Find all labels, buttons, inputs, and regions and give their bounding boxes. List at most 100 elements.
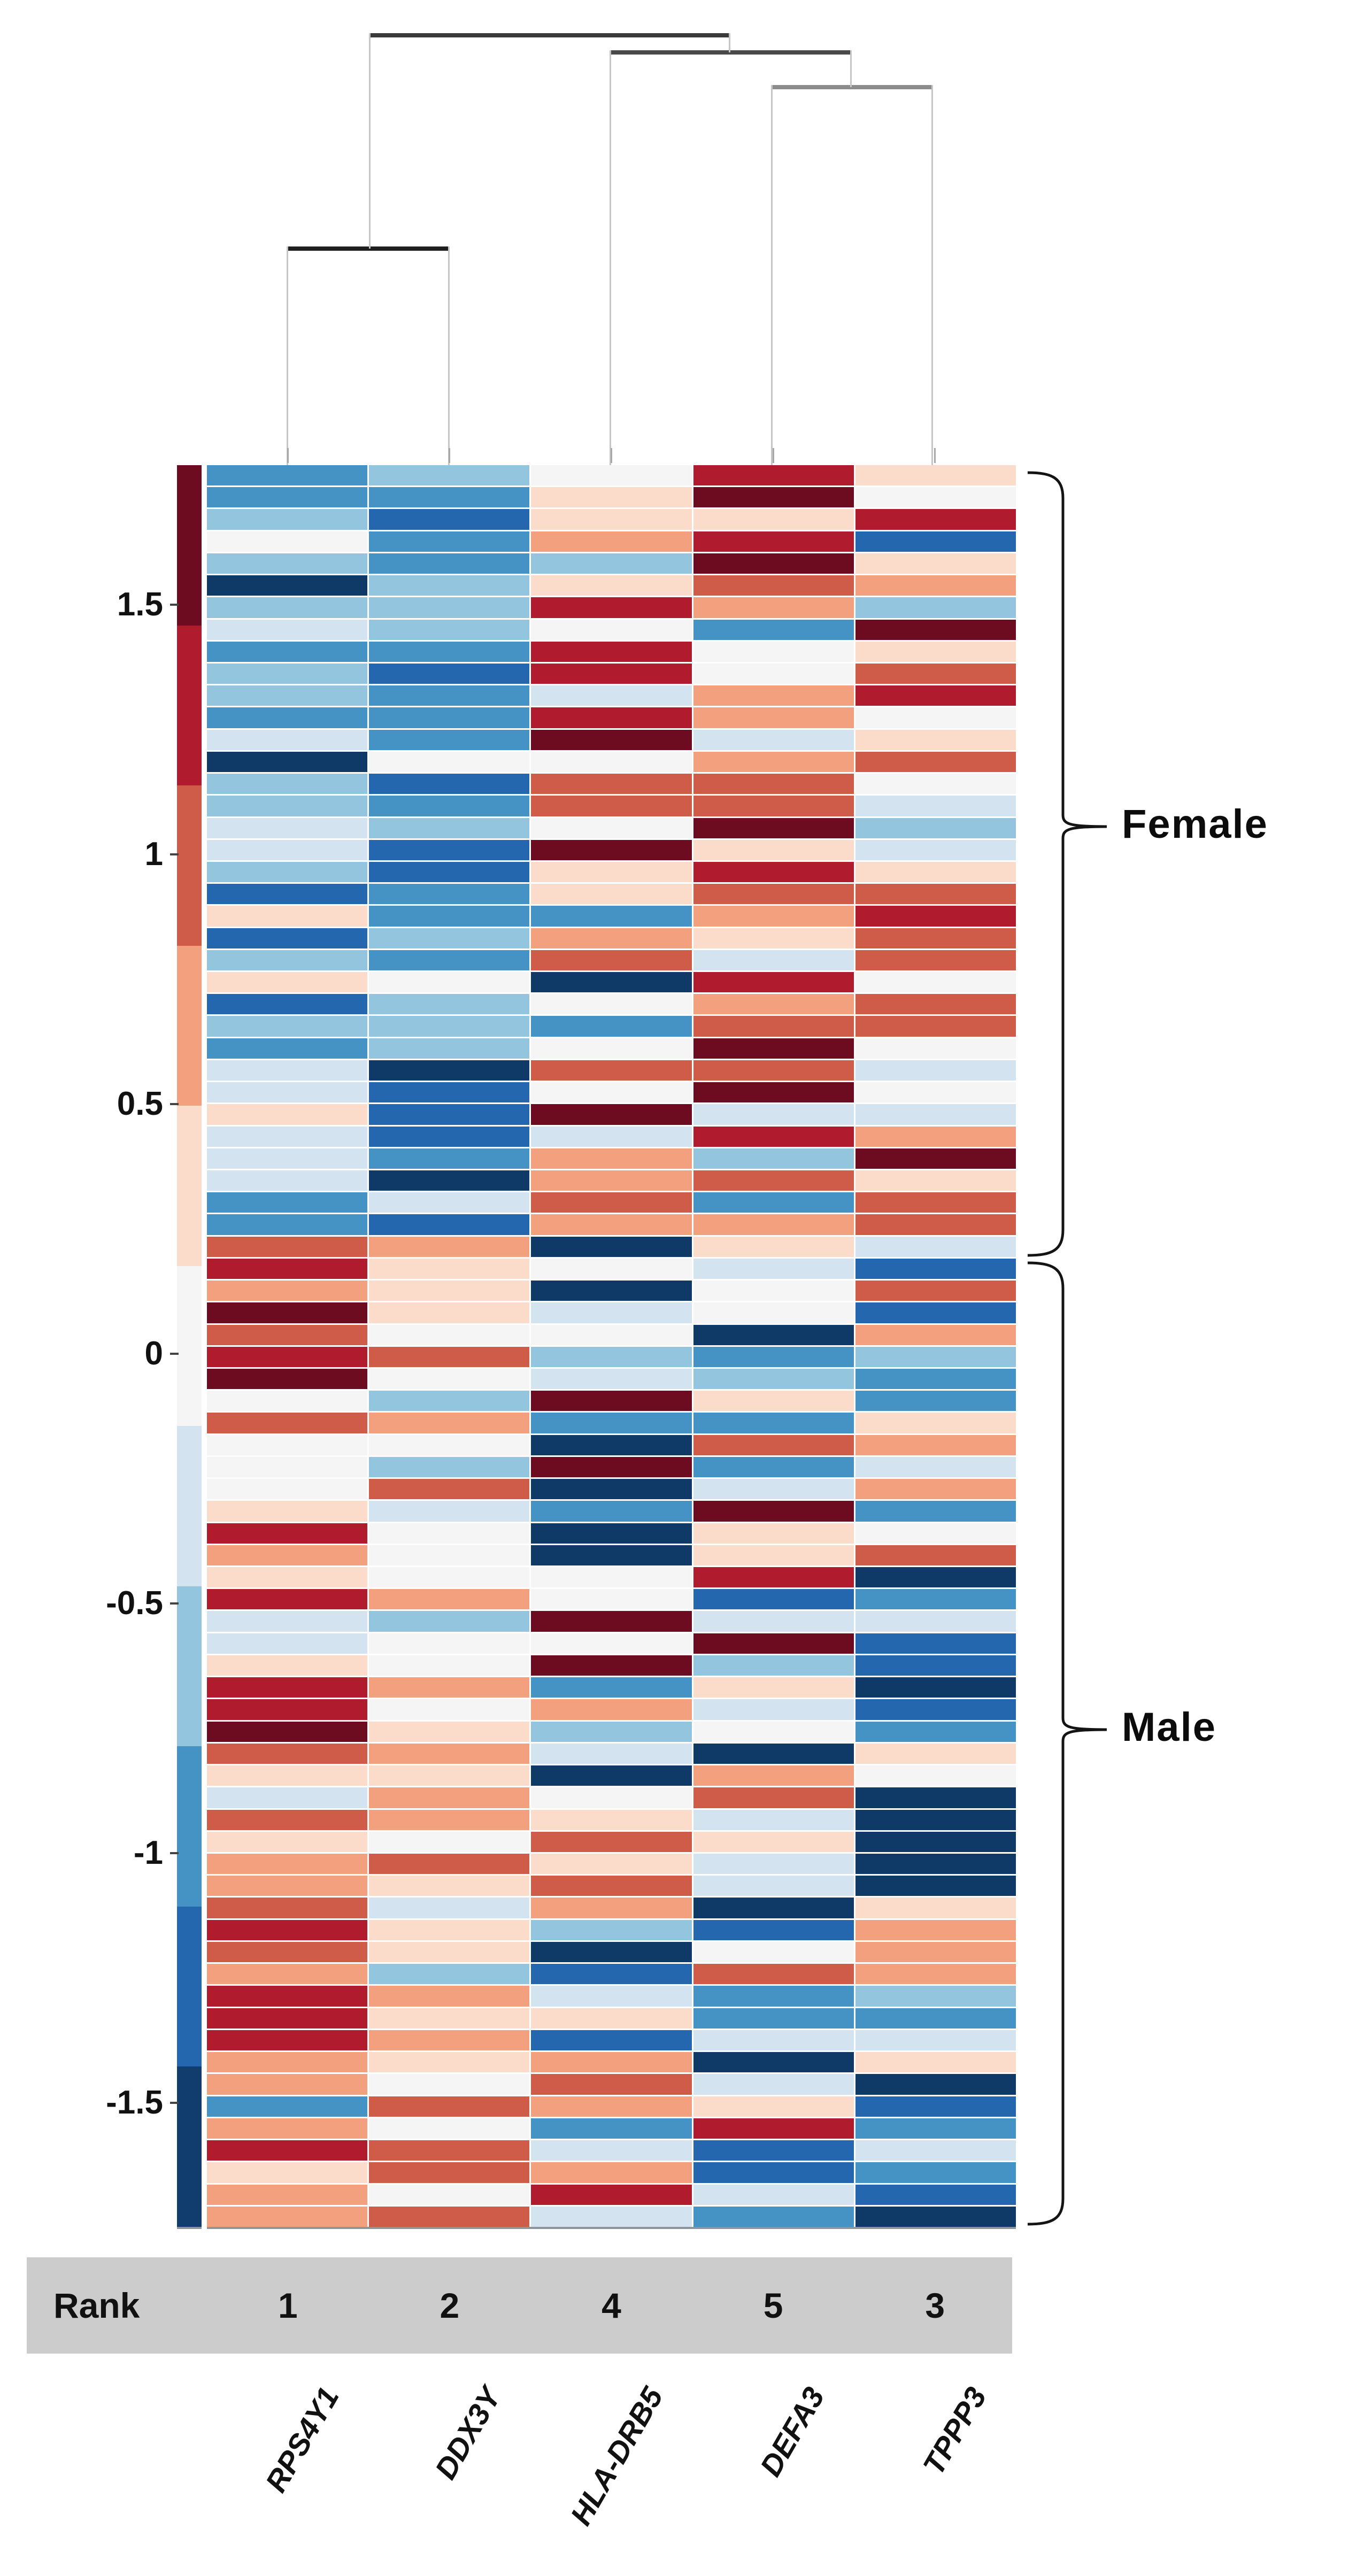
heatmap-cell	[207, 1854, 368, 1875]
heatmap-cell	[855, 1016, 1016, 1037]
heatmap-cell	[855, 2096, 1016, 2117]
heatmap-cell	[369, 1346, 530, 1367]
heatmap-cell	[531, 1986, 692, 2007]
heatmap-cell	[531, 2118, 692, 2139]
heatmap-cell	[207, 487, 368, 508]
value-tick-mark	[170, 1602, 179, 1605]
heatmap-cell	[369, 1964, 530, 1985]
heatmap-cell	[207, 1589, 368, 1610]
heatmap-cell	[207, 663, 368, 684]
dendrogram-drop-line	[729, 33, 730, 52]
heatmap-cell	[531, 2184, 692, 2205]
heatmap-cell	[369, 1456, 530, 1478]
heatmap-cell	[207, 1941, 368, 1963]
heatmap-cell	[693, 553, 854, 574]
heatmap-cell	[369, 2096, 530, 2117]
colorbar-segment	[177, 625, 202, 786]
heatmap-cell	[369, 1324, 530, 1345]
heatmap-cell	[207, 1236, 368, 1257]
heatmap-cell	[531, 751, 692, 773]
heatmap-cell	[693, 1501, 854, 1522]
heatmap-cell	[531, 465, 692, 486]
heatmap-cell	[369, 707, 530, 728]
heatmap-cell	[207, 1302, 368, 1323]
heatmap-cell	[369, 2140, 530, 2161]
heatmap-cell	[855, 2052, 1016, 2073]
heatmap-cell	[855, 1876, 1016, 1896]
heatmap-cell	[369, 1170, 530, 1191]
heatmap-cell	[207, 906, 368, 927]
heatmap-cell	[693, 1346, 854, 1367]
heatmap-cell	[207, 1324, 368, 1345]
heatmap-cell	[855, 1104, 1016, 1125]
heatmap-cell	[207, 1809, 368, 1830]
heatmap-cell	[207, 2008, 368, 2029]
heatmap-cell	[207, 1148, 368, 1169]
heatmap-cell	[855, 1721, 1016, 1742]
heatmap-cell	[531, 1743, 692, 1764]
heatmap-cell	[369, 1655, 530, 1676]
heatmap-cell	[531, 1876, 692, 1896]
group-label-female: Female	[1122, 801, 1268, 847]
heatmap-cell	[207, 2140, 368, 2161]
heatmap-cell	[369, 1258, 530, 1279]
heatmap-cell	[693, 1699, 854, 1720]
heatmap-cell	[207, 2074, 368, 2095]
heatmap-cell	[531, 1919, 692, 1940]
heatmap-cell	[369, 1082, 530, 1103]
heatmap-cell	[531, 1148, 692, 1169]
heatmap-cell	[531, 597, 692, 618]
dendrogram-drop-line	[369, 33, 371, 249]
heatmap-cell	[693, 1368, 854, 1390]
heatmap-cell	[855, 641, 1016, 662]
heatmap-cell	[369, 1765, 530, 1786]
heatmap-cell	[207, 1699, 368, 1720]
heatmap-cell	[855, 1170, 1016, 1191]
heatmap-cell	[855, 950, 1016, 971]
heatmap-cell	[693, 2118, 854, 2139]
heatmap-cell	[855, 1611, 1016, 1632]
heatmap-cell	[531, 1170, 692, 1191]
value-tick-mark	[170, 1353, 179, 1355]
heatmap-cell	[207, 1567, 368, 1588]
column-top-tick	[611, 448, 612, 463]
heatmap-cell	[207, 817, 368, 838]
heatmap-cell	[693, 751, 854, 773]
heatmap-cell	[855, 2074, 1016, 2095]
heatmap-cell	[855, 1699, 1016, 1720]
rank-header-label: Rank	[53, 2286, 140, 2325]
heatmap-cell	[855, 1060, 1016, 1081]
bracket-male	[1027, 1261, 1107, 2226]
heatmap-cell	[693, 839, 854, 860]
heatmap-cell	[531, 796, 692, 816]
heatmap-cell	[531, 1038, 692, 1059]
bracket-female	[1027, 471, 1107, 1257]
heatmap-cell	[693, 509, 854, 530]
heatmap-cell	[693, 1302, 854, 1323]
value-tick-mark	[170, 2102, 179, 2104]
heatmap-cell	[369, 1699, 530, 1720]
heatmap-cell	[855, 1655, 1016, 1676]
heatmap-cell	[531, 2206, 692, 2227]
heatmap-cell	[369, 1038, 530, 1059]
heatmap-cell	[369, 1809, 530, 1830]
heatmap-cell	[693, 1854, 854, 1875]
heatmap-cell	[531, 1391, 692, 1412]
heatmap-cell	[855, 553, 1016, 574]
dendrogram-link-col4-col5	[772, 85, 932, 89]
heatmap-cell	[693, 1281, 854, 1301]
heatmap-cell	[855, 1413, 1016, 1433]
heatmap-cell	[369, 1743, 530, 1764]
heatmap-cell	[693, 1126, 854, 1147]
heatmap-cell	[207, 1456, 368, 1478]
heatmap-cell	[693, 1545, 854, 1565]
heatmap-cell	[693, 1964, 854, 1985]
heatmap-cell	[531, 1677, 692, 1698]
colorbar-segment	[177, 1266, 202, 1426]
heatmap-cell	[855, 2008, 1016, 2029]
heatmap-cell	[207, 1281, 368, 1301]
heatmap-cell	[855, 1919, 1016, 1940]
heatmap-cell	[207, 1038, 368, 1059]
heatmap-cell	[531, 1964, 692, 1985]
